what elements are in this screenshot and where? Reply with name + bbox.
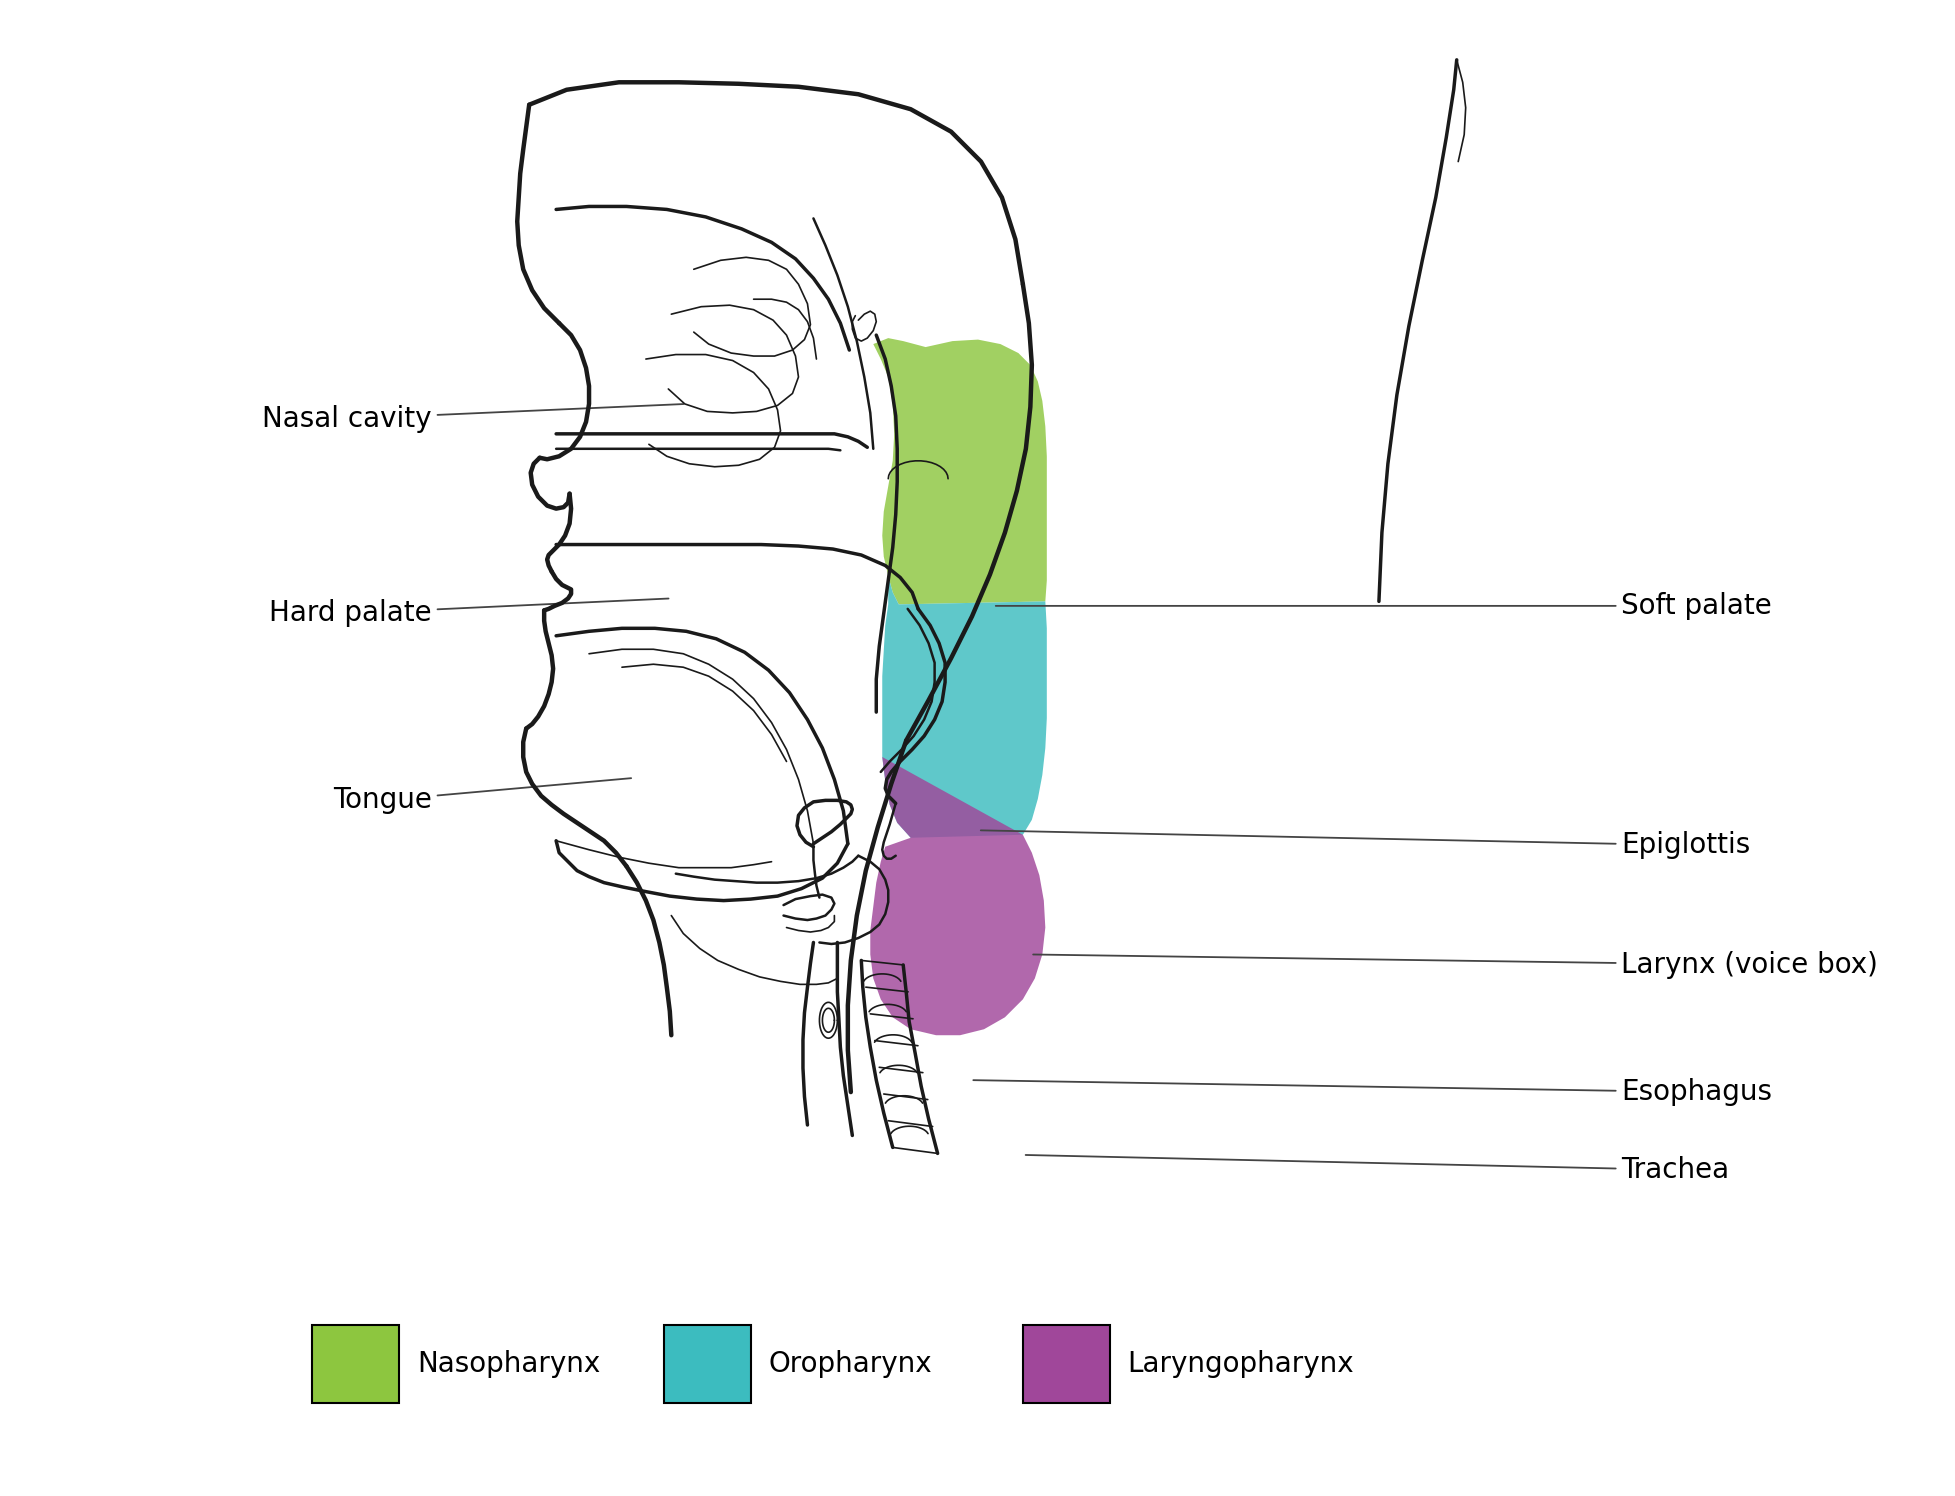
- Bar: [1022, 1325, 1108, 1403]
- Text: Esophagus: Esophagus: [974, 1079, 1771, 1106]
- Text: Epiglottis: Epiglottis: [979, 830, 1750, 859]
- Text: Larynx (voice box): Larynx (voice box): [1032, 951, 1877, 978]
- Polygon shape: [882, 576, 1046, 838]
- Text: Laryngopharynx: Laryngopharynx: [1126, 1351, 1353, 1378]
- Text: Soft palate: Soft palate: [995, 592, 1771, 619]
- Polygon shape: [872, 338, 1046, 604]
- Bar: [663, 1325, 751, 1403]
- Text: Oropharynx: Oropharynx: [768, 1351, 933, 1378]
- Polygon shape: [870, 757, 1044, 1035]
- Text: Nasopharynx: Nasopharynx: [416, 1351, 600, 1378]
- Text: Hard palate: Hard palate: [270, 598, 669, 627]
- Bar: [313, 1325, 399, 1403]
- Text: Tongue: Tongue: [332, 778, 631, 814]
- Text: Nasal cavity: Nasal cavity: [262, 404, 682, 432]
- Text: Trachea: Trachea: [1024, 1155, 1728, 1183]
